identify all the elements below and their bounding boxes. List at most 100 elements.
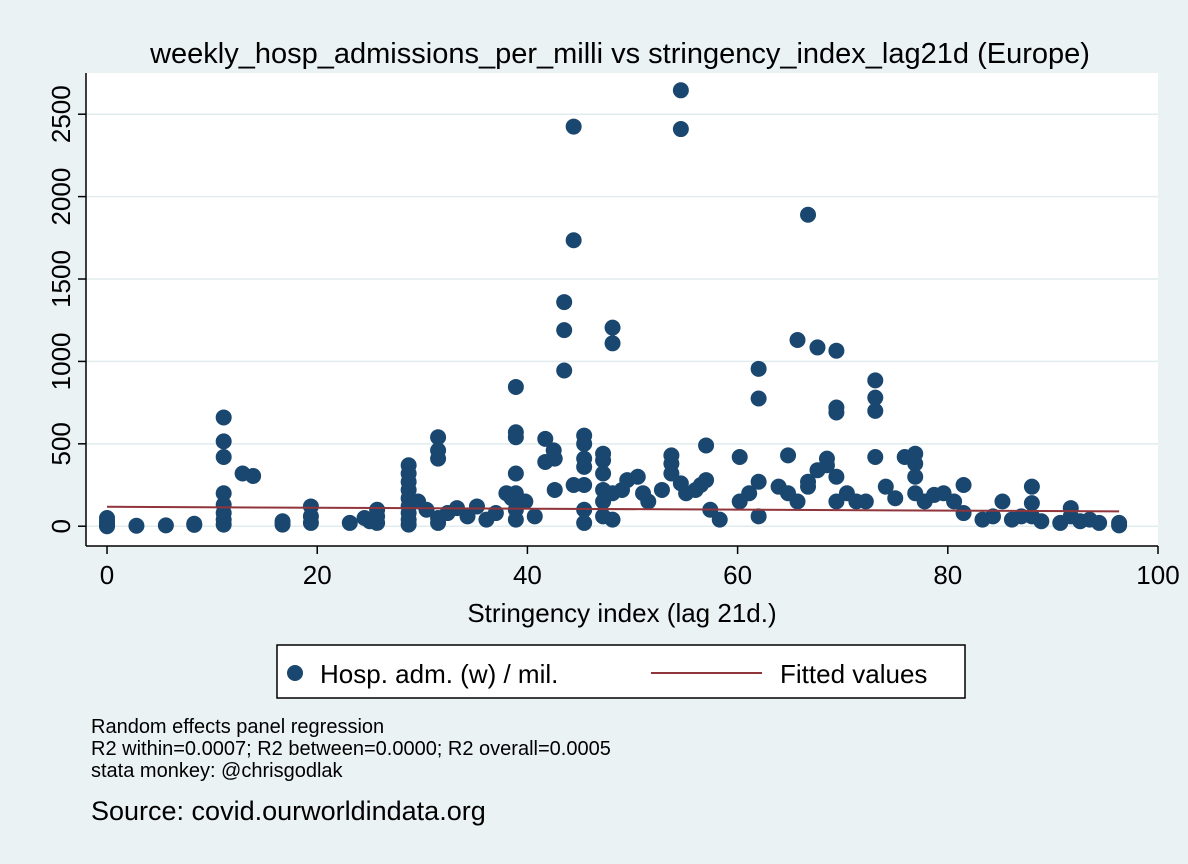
data-point-71	[556, 362, 573, 379]
data-point-108	[698, 472, 715, 489]
data-point-91	[604, 511, 621, 528]
data-point-78	[576, 458, 593, 475]
data-point-119	[780, 447, 797, 464]
grid-lines	[86, 113, 1158, 527]
data-point-147	[907, 468, 924, 485]
data-point-152	[946, 493, 963, 510]
y-tick-label-2: 1000	[46, 332, 76, 390]
data-point-123	[800, 206, 817, 223]
data-point-143	[887, 490, 904, 507]
data-point-160	[1023, 478, 1040, 495]
data-point-122	[789, 493, 806, 510]
legend: Hosp. adm. (w) / mil. Fitted values	[276, 644, 966, 699]
data-point-94	[629, 468, 646, 485]
data-point-171	[1111, 517, 1128, 534]
data-point-55	[507, 465, 524, 482]
note-line-1: Random effects panel regression	[91, 716, 385, 738]
data-point-11	[215, 449, 232, 466]
data-point-6	[157, 517, 174, 534]
data-point-111	[731, 449, 748, 466]
data-point-62	[517, 493, 534, 510]
data-point-138	[867, 372, 884, 389]
x-ticks: 0 20 40 60 80 100	[100, 546, 1180, 590]
y-tick-label-5: 2500	[46, 85, 76, 143]
data-point-107	[698, 437, 715, 454]
data-point-68	[546, 481, 563, 498]
x-tick-label-4: 80	[933, 560, 962, 590]
data-point-153	[955, 477, 972, 494]
data-point-97	[653, 481, 670, 498]
data-point-10	[215, 433, 232, 450]
y-tick-label-3: 1500	[46, 250, 76, 308]
fitted-line-group	[107, 505, 1120, 513]
data-point-161	[1023, 495, 1040, 512]
data-point-18	[245, 467, 262, 484]
chart-title: weekly_hosp_admissions_per_milli vs stri…	[149, 38, 1090, 70]
data-point-121	[789, 331, 806, 348]
data-point-96	[640, 493, 657, 510]
chart-notes: Random effects panel regression R2 withi…	[91, 716, 611, 782]
data-point-88	[604, 319, 621, 336]
data-point-9	[215, 409, 232, 426]
y-ticks: 0 500 1000 1500 2000 2500	[46, 85, 86, 533]
data-point-41	[430, 429, 447, 446]
x-tick-label-3: 60	[723, 560, 752, 590]
data-point-101	[672, 82, 689, 99]
data-point-73	[565, 232, 582, 249]
data-point-61	[503, 490, 520, 507]
data-point-140	[867, 402, 884, 419]
data-point-115	[750, 390, 767, 407]
data-point-83	[595, 452, 612, 469]
data-point-129	[818, 457, 835, 474]
legend-label-points: Hosp. adm. (w) / mil.	[320, 659, 558, 689]
source-note: Source: covid.ourworldindata.org	[91, 796, 486, 826]
data-point-20	[274, 516, 291, 533]
data-point-52	[507, 378, 524, 395]
data-point-76	[576, 435, 593, 452]
data-point-16	[215, 516, 232, 533]
data-point-5	[128, 517, 145, 534]
data-point-126	[809, 339, 826, 356]
data-point-64	[537, 430, 554, 447]
axes	[85, 73, 1158, 547]
data-point-45	[430, 514, 447, 531]
plot-area	[86, 73, 1158, 546]
data-point-24	[341, 514, 358, 531]
data-point-81	[576, 514, 593, 531]
x-tick-label-2: 40	[513, 560, 542, 590]
data-point-154	[955, 505, 972, 522]
data-point-113	[741, 485, 758, 502]
data-point-54	[507, 429, 524, 446]
data-point-169	[1091, 514, 1108, 531]
data-point-102	[672, 121, 689, 138]
legend-label-fit: Fitted values	[780, 659, 927, 689]
data-point-69	[556, 294, 573, 311]
data-point-114	[750, 360, 767, 377]
data-point-130	[828, 342, 845, 359]
y-tick-label-4: 2000	[46, 168, 76, 226]
data-point-157	[994, 493, 1011, 510]
data-point-100	[663, 465, 680, 482]
note-line-3: stata monkey: @chrisgodlak	[91, 760, 343, 782]
data-point-70	[556, 322, 573, 339]
data-point-8	[186, 515, 203, 532]
data-point-29	[369, 514, 386, 531]
y-tick-label-0: 0	[46, 519, 76, 533]
data-point-110	[711, 511, 728, 528]
data-point-40	[418, 501, 435, 518]
data-point-49	[468, 498, 485, 515]
x-tick-label-5: 100	[1136, 560, 1179, 590]
data-point-84	[595, 465, 612, 482]
data-point-63	[526, 508, 543, 525]
y-tick-label-1: 500	[46, 422, 76, 465]
data-point-125	[800, 478, 817, 495]
data-point-117	[750, 508, 767, 525]
data-point-43	[430, 450, 447, 467]
legend-box	[276, 644, 966, 699]
data-point-12	[215, 485, 232, 502]
data-point-142	[877, 478, 894, 495]
data-point-51	[487, 505, 504, 522]
data-point-116	[750, 473, 767, 490]
fitted-line	[107, 505, 1120, 513]
x-tick-label-1: 20	[303, 560, 332, 590]
